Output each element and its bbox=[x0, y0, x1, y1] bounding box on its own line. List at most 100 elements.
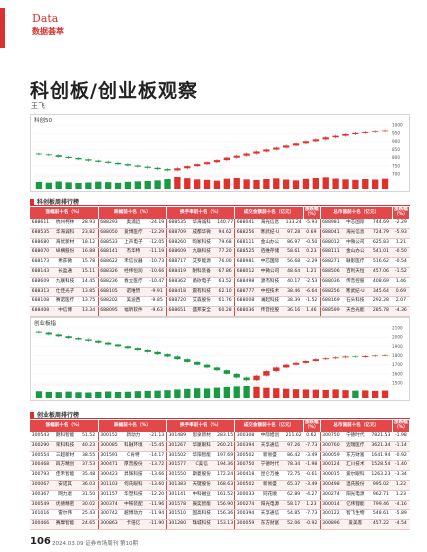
table-cell: 300124 bbox=[320, 460, 342, 472]
candle-body bbox=[203, 364, 211, 368]
table-cell: 688012 bbox=[320, 238, 342, 249]
table-cell: 688070 bbox=[30, 247, 51, 259]
table-cell: 智飞生物 bbox=[341, 509, 370, 521]
table-cell: 301489 bbox=[166, 432, 188, 442]
volume-bar bbox=[184, 388, 191, 398]
volume-bar bbox=[154, 180, 161, 189]
table-cell: 300394 bbox=[234, 509, 256, 521]
table-cell: 中铁装配 bbox=[119, 500, 148, 511]
column-header: 涨跌幅（%） bbox=[392, 207, 411, 219]
table-cell: -0.54 bbox=[392, 257, 410, 268]
table-cell: 688173 bbox=[30, 257, 51, 268]
table-cell: 300502 bbox=[234, 451, 256, 462]
volume-bar bbox=[124, 391, 132, 398]
table-cell: 301578 bbox=[166, 500, 188, 511]
table-row: 300468 四方精创 37.53 300471 厚普股份 -13.72 301577 C美信… bbox=[30, 460, 410, 472]
section-bar bbox=[0, 8, 5, 48]
table-cell: 300122 bbox=[320, 509, 342, 521]
table-cell: 72.75 bbox=[284, 470, 304, 481]
table-cell: 40.17 bbox=[284, 277, 304, 288]
table-cell: 何氏眼科 bbox=[119, 480, 148, 491]
table-cell: 688050 bbox=[98, 228, 120, 239]
table-row: 688070 纵横股份 16.88 688141 杰华特 -11.19 688609 九联科技… bbox=[30, 247, 410, 259]
candle-body bbox=[164, 354, 171, 357]
table-cell: 美迪西 bbox=[119, 296, 148, 308]
table-cell: 经纬恒润 bbox=[119, 267, 148, 278]
table-cell: 37.53 bbox=[79, 460, 99, 472]
volume-bar bbox=[144, 390, 151, 398]
table-cell: 艾罗能源 bbox=[187, 257, 216, 268]
table-cell: 688256 bbox=[234, 228, 256, 239]
table-cell: 迈瑞医疗 bbox=[341, 441, 370, 452]
volume-bar bbox=[372, 390, 379, 398]
table-cell: 300308 bbox=[234, 432, 256, 442]
volume-bar bbox=[45, 391, 52, 398]
volume-bar bbox=[312, 389, 319, 398]
chart-label: 创业板指 bbox=[34, 319, 57, 327]
table-cell: 爱博医疗 bbox=[119, 228, 148, 239]
table-cell: 佰维存储 bbox=[255, 247, 285, 259]
table-cell: 300750 bbox=[234, 460, 256, 472]
table-cell: 36.16 bbox=[284, 306, 304, 317]
candle-body bbox=[154, 351, 161, 355]
table-cell: 13.34 bbox=[79, 306, 99, 317]
volume-bar bbox=[253, 180, 260, 189]
chart-frame bbox=[30, 317, 410, 401]
table-cell: 23.82 bbox=[79, 228, 99, 239]
candle-body bbox=[203, 162, 211, 165]
table-cell: 799.46 bbox=[369, 500, 393, 511]
volume-bar bbox=[243, 179, 250, 189]
table-cell: 希荻微 bbox=[50, 257, 80, 268]
table-row: 688313 仕佳光子 13.85 688105 诺唯赞 -9.91 688418 震有科技 6… bbox=[30, 287, 410, 298]
candle-body bbox=[75, 157, 82, 160]
caption-rule bbox=[30, 205, 410, 206]
table-row: 300543 朗科智能 51.52 300152 新动力 -21.13 301489 思泉新材… bbox=[30, 432, 410, 442]
table-cell: 0.62 bbox=[303, 432, 321, 442]
table-cell: 300059 bbox=[234, 519, 256, 530]
y-tick-label: 1600 bbox=[392, 371, 403, 376]
table-cell: 345.64 bbox=[369, 287, 393, 298]
candle-body bbox=[55, 155, 62, 157]
table-cell: 九联科技 bbox=[187, 247, 216, 259]
table-cell: -9.85 bbox=[147, 296, 168, 308]
candle-body bbox=[253, 375, 260, 381]
table-cell: 38.39 bbox=[284, 296, 304, 308]
table-cell: 300502 bbox=[234, 480, 256, 491]
y-tick-label: 1900 bbox=[392, 344, 403, 349]
table-cell: 卡倍亿 bbox=[119, 519, 148, 530]
table-cell: -3.49 bbox=[303, 451, 321, 462]
chart: 创业板指 1500 1600 1700 1800 1900 2000 2100 bbox=[30, 317, 410, 401]
table-cell: 51.52 bbox=[79, 432, 99, 442]
table-cell: 禾信仪器 bbox=[119, 257, 148, 268]
candle-body bbox=[95, 340, 102, 343]
table-cell: 联影医疗 bbox=[341, 257, 370, 268]
table-cell: 寒武纪-U bbox=[341, 287, 370, 298]
table-row: 300554 三超新材 38.55 301591 C肯特 -14.17 301502 华阳智能… bbox=[30, 451, 410, 462]
candle-body bbox=[174, 168, 181, 171]
table-cell: 澜起科技 bbox=[255, 296, 285, 308]
ranking-table: 涨幅前十名（%） 跌幅前十名（%） 换手率前十名（%） 成交金额前十名（亿元） 涨跌幅（… bbox=[30, 420, 411, 530]
table-cell: 688326 bbox=[98, 267, 120, 278]
volume-bar bbox=[75, 183, 82, 189]
table-cell: -4.27 bbox=[303, 490, 321, 501]
candle-body bbox=[263, 371, 270, 376]
table-cell: 长盈通 bbox=[50, 267, 80, 278]
table-cell: 688680 bbox=[30, 238, 51, 249]
candle-body bbox=[105, 161, 112, 163]
table-cell: 194.36 bbox=[215, 460, 236, 472]
table-cell: 四方精创 bbox=[50, 460, 80, 472]
volume-bar bbox=[223, 178, 230, 189]
table-cell: 197.69 bbox=[215, 451, 236, 462]
table-row: 300793 佳禾智能 35.48 300423 昇辉科技 -13.66 301550 斯菱股… bbox=[30, 470, 410, 481]
table-cell: 天键股份 bbox=[187, 480, 216, 491]
table-cell: 688260 bbox=[166, 238, 188, 249]
table-cell: 13.75 bbox=[79, 296, 99, 308]
candle-body bbox=[312, 139, 319, 142]
y-tick-label: 1000 bbox=[392, 123, 403, 128]
table-cell: 18.12 bbox=[79, 238, 99, 249]
table-cell: 金山办公 bbox=[341, 247, 370, 259]
candle-body bbox=[213, 160, 221, 163]
table-cell: 457.22 bbox=[369, 519, 393, 530]
column-header: 跌幅前十名（%） bbox=[98, 207, 168, 219]
table-cell: -7.73 bbox=[303, 441, 321, 452]
